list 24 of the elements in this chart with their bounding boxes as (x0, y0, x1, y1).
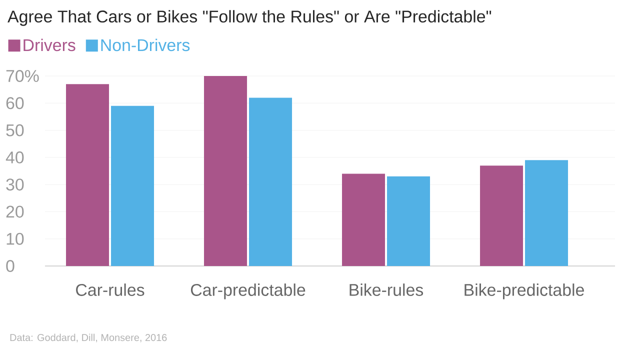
x-tick-label: Bike-rules (350, 284, 424, 296)
y-tick-label: 20 (6, 206, 24, 218)
x-tick-label: Car-predictable (190, 284, 306, 300)
y-tick-label: 40 (6, 151, 24, 164)
x-tick-label: Car-rules (76, 284, 144, 296)
text: Data: Goddard, Dill, Monsere, 2016 (10, 334, 167, 342)
x-tick-label: Bike-predictable (464, 284, 584, 300)
bar (387, 176, 430, 266)
y-tick-label: 70% (6, 70, 39, 82)
legend-label: Non-Drivers (101, 38, 190, 52)
y-tick-label: 60 (6, 97, 24, 110)
chart-title: Agree That Cars or Bikes "Follow the Rules" or Are "Predictable" (8, 10, 492, 26)
bar (249, 98, 292, 266)
bar (342, 174, 386, 266)
y-tick-label: 50 (6, 124, 24, 136)
bar (480, 166, 524, 266)
y-tick-label: 0 (6, 260, 14, 272)
legend-label: Drivers (24, 38, 76, 52)
bar (204, 76, 248, 266)
y-tick-label: 10 (6, 232, 24, 245)
bar (111, 106, 154, 266)
y-tick-label: 30 (6, 178, 24, 191)
bar (66, 84, 110, 266)
bar (525, 160, 568, 266)
